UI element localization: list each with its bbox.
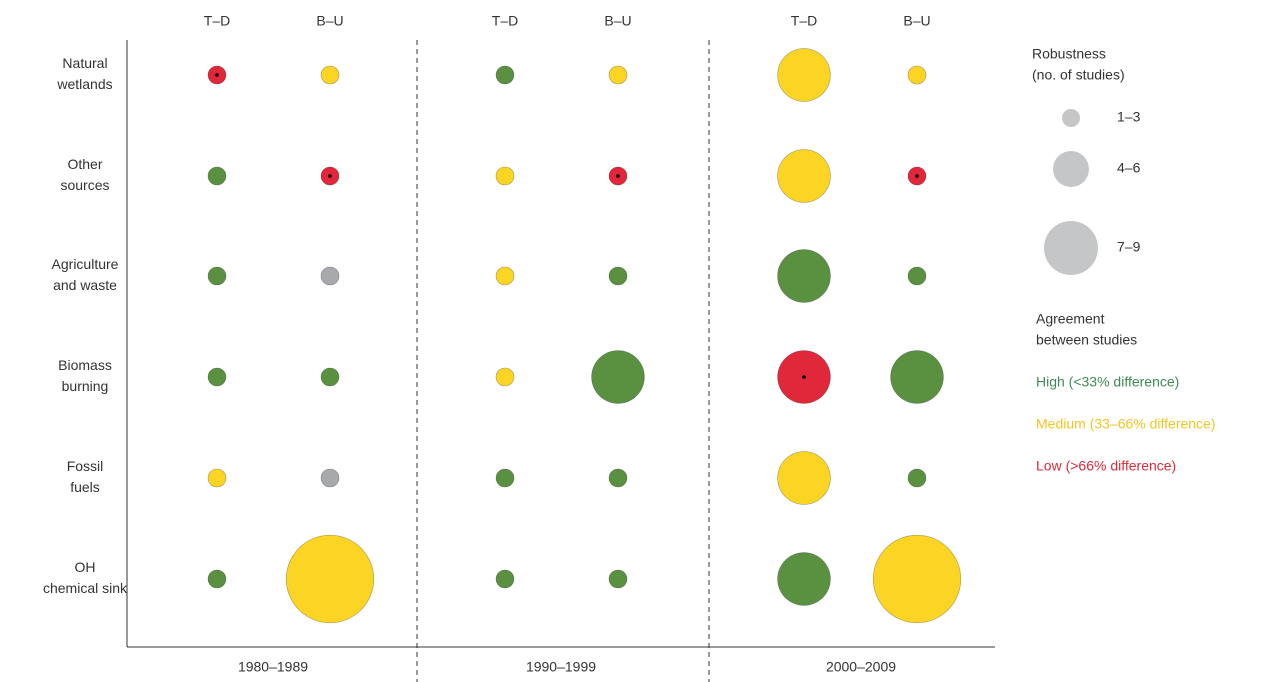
legend-title: Robustness <box>1032 46 1106 62</box>
row-label: fuels <box>70 479 100 495</box>
legend-bubble <box>1044 221 1098 275</box>
bubble <box>495 166 515 186</box>
bubble <box>207 266 227 286</box>
period-label: 1980–1989 <box>238 659 308 675</box>
column-header: B–U <box>903 13 930 29</box>
period-label: 1990–1999 <box>526 659 596 675</box>
period-label: 2000–2009 <box>826 659 896 675</box>
bubble <box>777 451 831 505</box>
bubble <box>890 350 944 404</box>
row-label: and waste <box>53 277 117 293</box>
bubble <box>207 569 227 589</box>
row-label: chemical sink <box>43 580 128 596</box>
column-header: T–D <box>791 13 817 29</box>
bubble <box>285 534 375 624</box>
bubble <box>777 552 831 606</box>
bubble <box>320 367 340 387</box>
row-label: Fossil <box>67 458 104 474</box>
bubble <box>907 468 927 488</box>
column-header: T–D <box>204 13 230 29</box>
legend-entry: High (<33% difference) <box>1036 374 1179 390</box>
column-header: B–U <box>604 13 631 29</box>
column-header: B–U <box>316 13 343 29</box>
legend-title: between studies <box>1036 332 1137 348</box>
bubble <box>495 367 515 387</box>
row-label: burning <box>62 378 109 394</box>
bubble <box>320 468 340 488</box>
bubble <box>777 149 831 203</box>
legend-title: (no. of studies) <box>1032 67 1125 83</box>
row-label: OH <box>75 559 96 575</box>
bubble <box>777 249 831 303</box>
legend-label: 1–3 <box>1117 109 1141 125</box>
bubble <box>495 266 515 286</box>
low-agreement-dot <box>915 174 919 178</box>
bubble <box>591 350 645 404</box>
legend-bubble <box>1053 151 1089 187</box>
legend-entry: Low (>66% difference) <box>1036 458 1176 474</box>
bubble <box>608 468 628 488</box>
bubble <box>207 468 227 488</box>
bubble <box>207 166 227 186</box>
column-header: T–D <box>492 13 518 29</box>
row-label: Other <box>67 156 102 172</box>
bubble <box>777 48 831 102</box>
legend-bubble <box>1062 109 1080 127</box>
row-label: Natural <box>62 55 107 71</box>
low-agreement-dot <box>802 375 806 379</box>
bubble <box>320 65 340 85</box>
bubble <box>207 367 227 387</box>
bubble <box>495 569 515 589</box>
legend-label: 7–9 <box>1117 239 1141 255</box>
bubble <box>495 468 515 488</box>
bubble <box>872 534 962 624</box>
bubble <box>608 569 628 589</box>
legend-label: 4–6 <box>1117 160 1141 176</box>
bubble <box>495 65 515 85</box>
row-label: wetlands <box>56 76 112 92</box>
legend-entry: Medium (33–66% difference) <box>1036 416 1216 432</box>
row-label: Biomass <box>58 357 112 373</box>
row-label: sources <box>60 177 109 193</box>
bubble <box>907 65 927 85</box>
bubble <box>320 266 340 286</box>
bubble <box>608 266 628 286</box>
legend-title: Agreement <box>1036 311 1105 327</box>
low-agreement-dot <box>215 73 219 77</box>
low-agreement-dot <box>616 174 620 178</box>
row-label: Agriculture <box>52 256 119 272</box>
bubble <box>907 266 927 286</box>
bubble <box>608 65 628 85</box>
low-agreement-dot <box>328 174 332 178</box>
